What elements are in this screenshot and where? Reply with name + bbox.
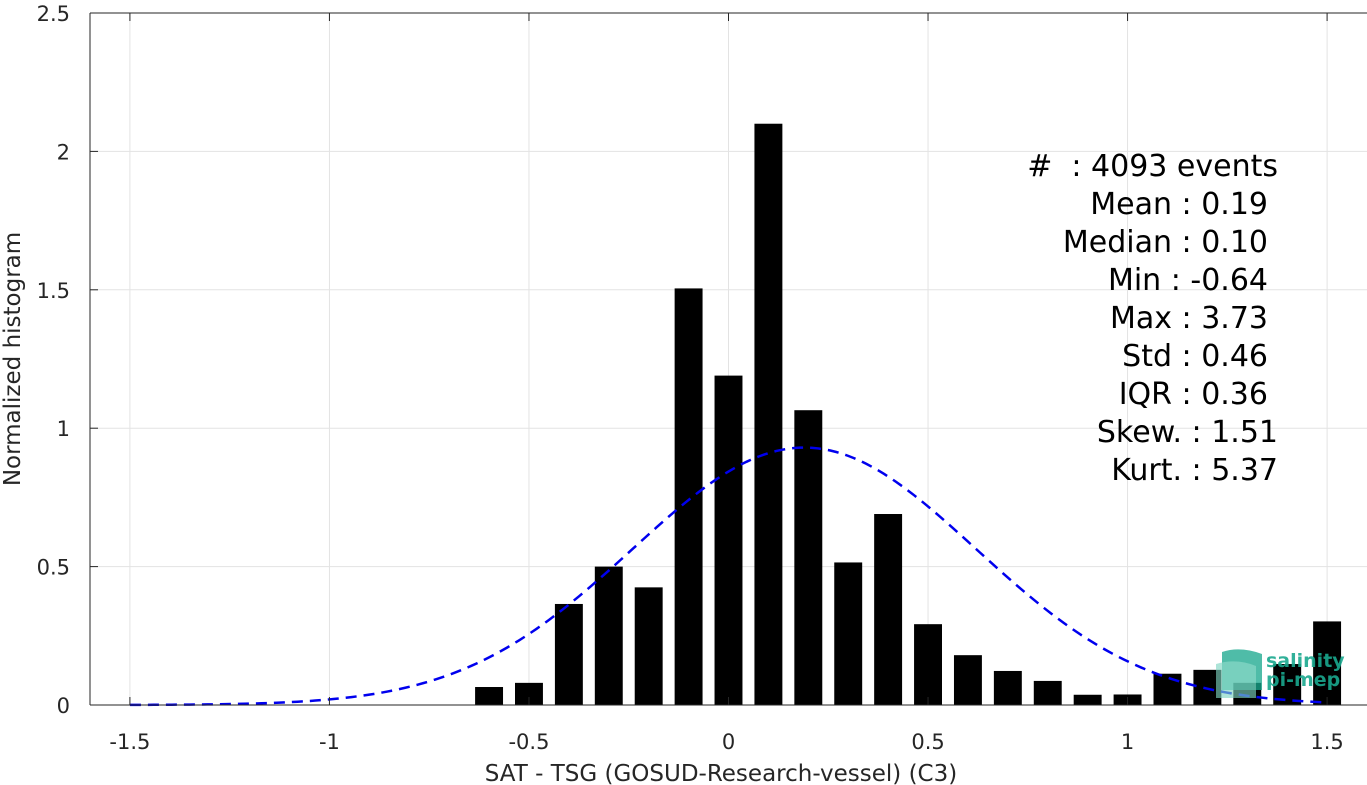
y-tick-label: 2.5 — [37, 2, 70, 26]
x-tick-label: -1 — [319, 730, 340, 754]
stat-line: Skew. : 1.51 — [1097, 415, 1278, 450]
histogram-bar — [993, 670, 1022, 705]
histogram-bar — [874, 514, 903, 705]
histogram-bar — [475, 687, 504, 705]
bars — [475, 123, 1342, 706]
stat-line: IQR : 0.36 — [1119, 377, 1268, 412]
histogram-bar — [953, 655, 982, 705]
logo-line2: pi-mep — [1266, 669, 1340, 691]
histogram-bar — [914, 624, 942, 705]
x-tick-label: -1.5 — [109, 730, 150, 754]
x-ticks: -1.5 -1 -0.5 0 0.5 1 1.5 — [109, 13, 1344, 754]
y-axis-title: Normalized histogram — [0, 232, 26, 486]
histogram-bar — [794, 410, 823, 705]
histogram-bar — [1153, 673, 1182, 705]
histogram-bar — [714, 375, 743, 705]
histogram-bar — [1033, 680, 1062, 705]
histogram-bar — [515, 682, 543, 705]
x-tick-label: 1.5 — [1310, 730, 1343, 754]
salinity-pi-mep-logo: salinity pi-mep — [1216, 649, 1345, 698]
x-tick-label: 0 — [722, 730, 735, 754]
histogram-bar — [634, 587, 663, 705]
stat-line: Mean : 0.19 — [1090, 187, 1268, 222]
stat-line: Median : 0.10 — [1063, 225, 1268, 260]
y-tick-label: 1.5 — [37, 279, 70, 303]
x-axis-title: SAT - TSG (GOSUD-Research-vessel) (C3) — [485, 761, 957, 785]
histogram-bar — [674, 288, 703, 705]
stat-line: Min : -0.64 — [1108, 263, 1268, 298]
histogram-bar — [754, 123, 783, 706]
y-tick-label: 0.5 — [37, 556, 70, 580]
stat-line: Kurt. : 5.37 — [1111, 453, 1278, 488]
x-tick-label: -0.5 — [508, 730, 549, 754]
stat-line: Std : 0.46 — [1122, 339, 1268, 374]
logo-mark-shadow-icon — [1216, 661, 1256, 698]
histogram-bar — [834, 562, 863, 705]
x-tick-label: 0.5 — [911, 730, 944, 754]
histogram-bar — [1073, 694, 1102, 705]
histogram-bar — [554, 603, 583, 705]
logo-line1: salinity — [1266, 650, 1345, 672]
stat-line: Max : 3.73 — [1110, 301, 1268, 336]
stat-line: # : 4093 events — [1027, 149, 1278, 184]
y-tick-label: 1 — [57, 417, 70, 441]
x-tick-label: 1 — [1121, 730, 1134, 754]
histogram-bar — [1313, 621, 1342, 705]
y-tick-label: 2 — [57, 140, 70, 164]
y-ticks: 0 0.5 1 1.5 2 2.5 — [37, 2, 98, 718]
histogram-bar — [594, 566, 623, 705]
y-tick-label: 0 — [57, 694, 70, 718]
